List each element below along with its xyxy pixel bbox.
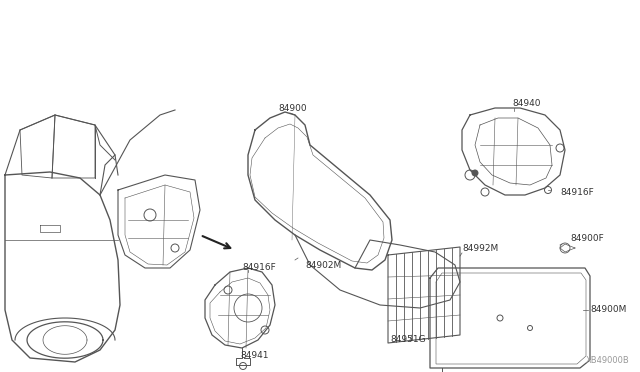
Text: 84916F: 84916F (560, 187, 594, 196)
Text: 84916F: 84916F (242, 263, 276, 273)
Text: XB49000B: XB49000B (586, 356, 630, 365)
Text: 84940: 84940 (512, 99, 541, 108)
Text: 84902M: 84902M (305, 260, 341, 269)
Text: 84900: 84900 (278, 103, 307, 112)
Circle shape (472, 170, 478, 176)
Text: 84992M: 84992M (462, 244, 499, 253)
Text: 84900M: 84900M (590, 305, 627, 314)
Text: 84951G: 84951G (390, 336, 426, 344)
Text: 84900F: 84900F (570, 234, 604, 243)
Text: 84941: 84941 (240, 350, 269, 359)
